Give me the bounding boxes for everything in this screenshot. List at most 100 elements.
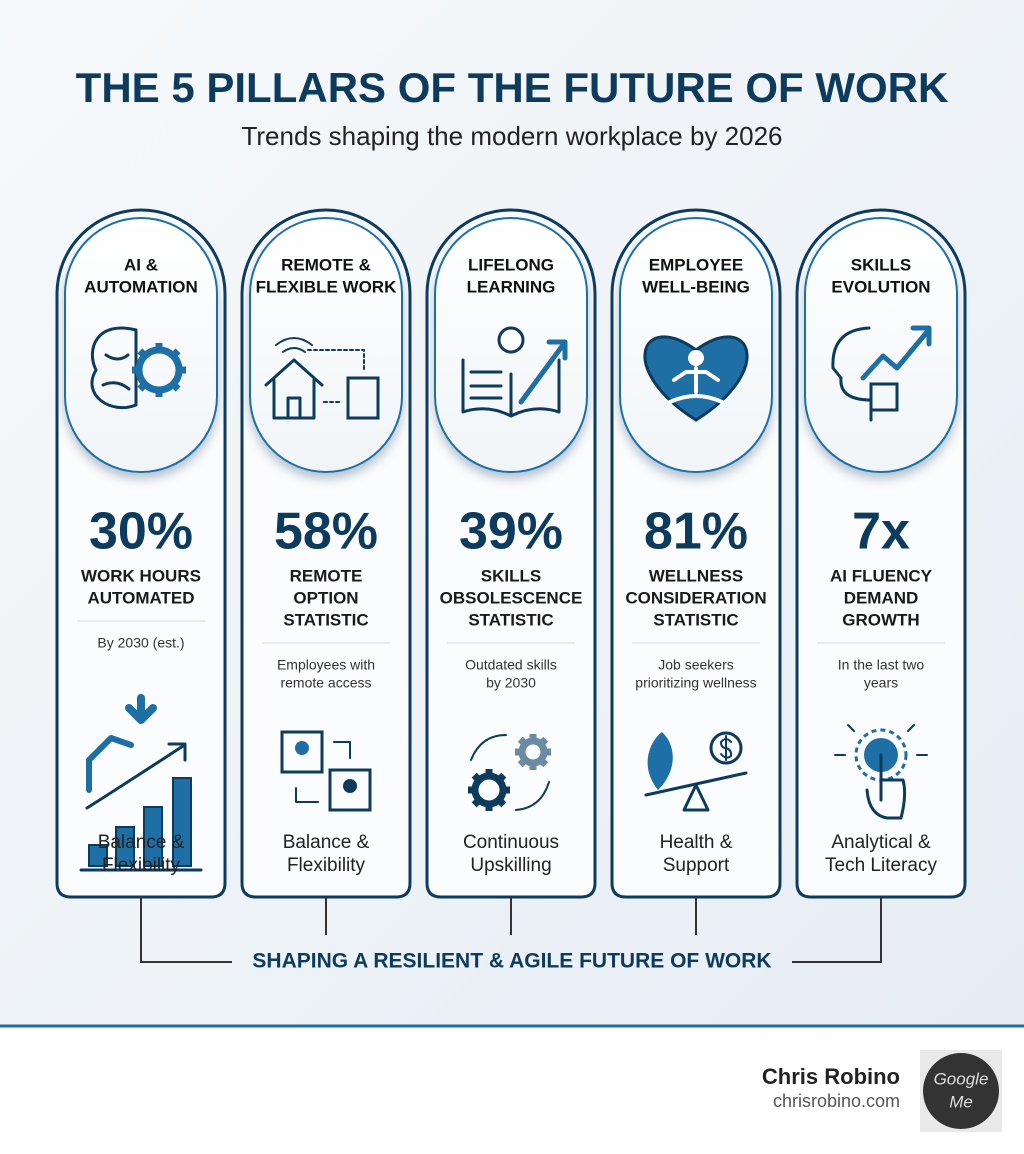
pillar-caption: Analytical & — [831, 832, 931, 853]
pillar-caption: Balance & — [98, 832, 185, 853]
pillar-title: LIFELONG — [468, 255, 554, 274]
icon-part — [720, 735, 733, 761]
pillar-label: AUTOMATED — [87, 588, 194, 607]
icon-part — [860, 325, 932, 381]
connectors — [140, 897, 882, 963]
pillar-label: DEMAND — [844, 588, 919, 607]
pillar-label: SKILLS — [481, 566, 541, 585]
pillar-title: EVOLUTION — [831, 277, 930, 296]
icon-part — [172, 777, 192, 867]
icon-part — [280, 730, 324, 774]
connector — [792, 897, 882, 963]
pillar-stat: 81% — [644, 503, 748, 561]
pillar-title: AI & — [124, 255, 158, 274]
pillar-note: remote access — [280, 675, 371, 691]
icon-part — [143, 806, 163, 867]
icon-part — [709, 731, 743, 765]
pillar-stat: 7x — [852, 503, 910, 561]
connector — [140, 897, 232, 963]
pillar-caption: Flexibility — [287, 855, 366, 876]
pillar-label: STATISTIC — [468, 610, 553, 629]
pillar-label: STATISTIC — [653, 610, 738, 629]
pillar: LIFELONG LEARNING 39% SKILLS OBSOLESCENCE STA… — [425, 208, 597, 899]
icon-part — [668, 366, 724, 404]
icon-part — [135, 346, 183, 394]
icon-part — [688, 350, 704, 366]
pillar-label: WORK HOURS — [81, 566, 201, 585]
pillar-stat: 39% — [459, 503, 563, 561]
pillar-stat: 58% — [274, 503, 378, 561]
icon-part — [346, 376, 380, 420]
icon-part — [834, 724, 928, 756]
pillar-note: Employees with — [277, 657, 375, 673]
pillar-caption: Upskilling — [470, 855, 551, 876]
logo — [923, 1053, 999, 1129]
pillar-head — [64, 217, 218, 473]
icon-part — [79, 742, 203, 872]
pillar-label: CONSIDERATION — [625, 588, 766, 607]
pillar-caption: Support — [663, 855, 730, 876]
pillar-note: by 2030 — [486, 675, 536, 691]
pillar-title: REMOTE & — [281, 255, 371, 274]
pillar-label: OBSOLESCENCE — [440, 588, 583, 607]
pillar-caption: Balance & — [283, 832, 370, 853]
pillars: AI & AUTOMATION 30% WORK HOURS AUTOMATED By 2… — [55, 208, 967, 899]
pillar-caption: Continuous — [463, 832, 559, 853]
icon-part — [647, 732, 673, 790]
pillar-title: EMPLOYEE — [649, 255, 743, 274]
icon-part — [518, 737, 548, 767]
icon-part — [869, 382, 899, 412]
pillar-note: prioritizing wellness — [635, 675, 756, 691]
icon-part — [307, 349, 365, 403]
pillar: REMOTE & FLEXIBLE WORK 58% REMOTE OPTION STAT… — [240, 208, 412, 899]
icon-part — [471, 772, 507, 808]
pillar-label: GROWTH — [842, 610, 919, 629]
icon-part — [88, 844, 108, 867]
pillar-label: OPTION — [293, 588, 358, 607]
pillar-head — [804, 217, 958, 473]
icon-part — [644, 771, 748, 812]
icon-part — [86, 735, 134, 793]
icon-part — [264, 358, 324, 420]
icon-part — [497, 326, 525, 354]
icon-part — [470, 734, 550, 811]
logo-text: Me — [949, 1092, 973, 1111]
pillar-note: years — [864, 675, 898, 691]
pillar-stat: 30% — [89, 503, 193, 561]
icon-part — [461, 358, 561, 418]
icon-part — [125, 694, 157, 724]
icon-part — [865, 753, 907, 820]
pillar-caption: Tech Literacy — [825, 855, 937, 876]
pillar-label: WELLNESS — [649, 566, 743, 585]
icon-part — [518, 339, 568, 405]
pillar-title: LEARNING — [467, 277, 556, 296]
pillar-title: FLEXIBLE WORK — [256, 277, 397, 296]
pillar-note: By 2030 (est.) — [97, 635, 184, 651]
icon-part — [328, 768, 372, 812]
pillar-title: AUTOMATION — [84, 277, 198, 296]
pillar-caption: Flexibility — [102, 855, 181, 876]
title: THE 5 PILLARS OF THE FUTURE OF WORK — [76, 64, 949, 111]
author-name: Chris Robino — [762, 1064, 900, 1089]
pillar-note: Job seekers — [658, 657, 733, 673]
pillar: SKILLS EVOLUTION 7x AI FLUENCY DEMAND GROWTH I… — [795, 208, 967, 899]
pillar-label: REMOTE — [290, 566, 363, 585]
pillar-label: STATISTIC — [283, 610, 368, 629]
icon-part — [295, 741, 309, 755]
pillar-note: In the last two — [838, 657, 925, 673]
pillar-caption: Health & — [660, 832, 733, 853]
pillar-label: AI FLUENCY — [830, 566, 933, 585]
pillar-note: Outdated skills — [465, 657, 557, 673]
icon-part — [295, 741, 351, 803]
banner: SHAPING A RESILIENT & AGILE FUTURE OF WO… — [252, 950, 771, 973]
author-website: chrisrobino.com — [773, 1091, 900, 1111]
icon-part — [343, 779, 357, 793]
icon-part — [90, 326, 138, 410]
icon-part — [275, 337, 313, 353]
icon-part — [115, 826, 135, 867]
pillar: AI & AUTOMATION 30% WORK HOURS AUTOMATED By 2… — [55, 208, 227, 899]
footer — [0, 1027, 1024, 1154]
pillar-title: WELL-BEING — [642, 277, 750, 296]
